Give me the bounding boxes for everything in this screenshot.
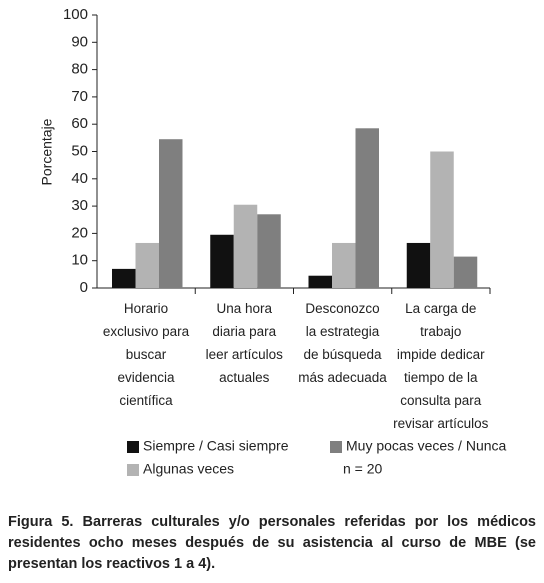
caption: Figura 5. Barreras culturales y/o person… [8, 512, 536, 575]
bar [210, 234, 234, 288]
x-tick-label: Una hora diaria para leer artículos actu… [205, 301, 283, 385]
legend-swatch [127, 464, 139, 476]
legend-swatch [330, 441, 342, 453]
caption-text: Barreras culturales y/o personales refer… [8, 514, 537, 572]
bar [453, 256, 478, 288]
bar [430, 151, 454, 288]
chart: Porcentaje n = 20 0 10 20 30 40 50 60 70 80 90 100… [39, 6, 507, 477]
y-tick-label: 0 [80, 279, 88, 296]
legend-label: Muy pocas veces / Nunca [346, 438, 507, 454]
legend-label: Algunas veces [143, 461, 234, 477]
annotation: n = 20 [343, 461, 383, 477]
bar [332, 242, 356, 288]
x-tick-label: Horario exclusivo para buscar evidencia … [102, 301, 190, 408]
bar [135, 242, 159, 288]
y-axis-label: Porcentaje [39, 118, 55, 185]
y-tick-label: 50 [71, 142, 88, 159]
bar [112, 268, 136, 288]
y-tick-label: 30 [71, 197, 88, 214]
caption-label: Figura 5. [8, 514, 74, 530]
y-tick-label: 100 [63, 6, 88, 23]
bar [233, 204, 258, 288]
bar [308, 275, 332, 288]
y-tick-label: 60 [71, 115, 88, 132]
bar [159, 139, 183, 288]
y-tick-label: 20 [71, 224, 88, 241]
x-tick-label: La carga de trabajo impide dedicar tiemp… [393, 301, 489, 431]
y-tick-label: 10 [71, 252, 88, 269]
legend-swatch [127, 441, 139, 453]
y-tick-label: 70 [71, 88, 88, 105]
y-tick-label: 90 [71, 33, 88, 50]
bar [355, 128, 379, 288]
bar [257, 214, 281, 288]
y-tick-label: 40 [71, 170, 88, 187]
legend-label: Siempre / Casi siempre [143, 438, 289, 454]
y-tick-label: 80 [71, 61, 88, 78]
x-tick-label: Desconozco la estrategia de búsqueda más… [298, 301, 387, 385]
bar [406, 242, 431, 288]
